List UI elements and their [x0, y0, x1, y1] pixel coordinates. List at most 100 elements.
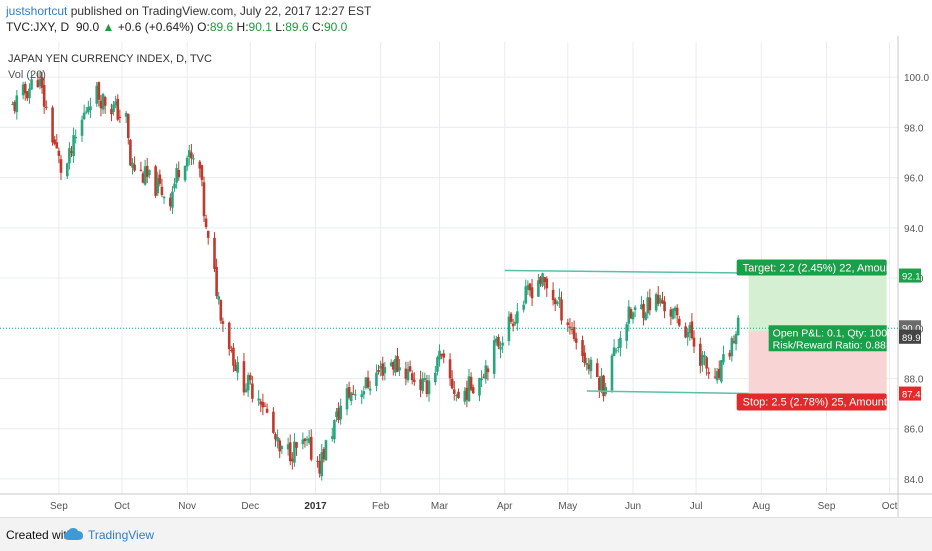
candle-body	[707, 372, 711, 374]
candle-body	[200, 165, 204, 180]
candle-body	[581, 340, 584, 356]
candle-body	[619, 337, 622, 348]
candle-body	[318, 460, 321, 474]
target-price-badge: 92.1	[902, 272, 921, 283]
time-tick-label: Nov	[178, 501, 196, 512]
candle-body	[185, 157, 189, 167]
candle-body	[129, 139, 132, 166]
candle-body	[335, 411, 338, 418]
price-tick-label: 86.0	[904, 425, 924, 436]
candle-body	[272, 411, 275, 433]
candle-body	[663, 301, 666, 312]
candle-body	[246, 375, 250, 391]
candle-body	[72, 135, 75, 157]
candle-body	[612, 347, 616, 356]
candle-body	[558, 296, 561, 300]
candle-body	[261, 401, 265, 408]
candle-body	[434, 372, 437, 383]
pnl-text: Open P&L: 0.1, Qty: 100	[773, 327, 888, 339]
candle-body	[324, 440, 328, 461]
candle-body	[408, 366, 412, 371]
volume-indicator-label: Vol (20)	[8, 69, 46, 81]
candle-body	[154, 166, 157, 196]
time-tick-label: Mar	[431, 501, 449, 512]
candle-body	[23, 83, 27, 94]
candle-body	[396, 355, 399, 372]
candle-body	[190, 152, 193, 159]
candle-body	[377, 370, 380, 373]
candle-body	[699, 343, 702, 366]
ohlc-line: TVC:JXY, D 90.0 ▲ +0.6 (+0.64%) O:89.6 H…	[6, 20, 347, 34]
publish-line: justshortcut published on TradingView.co…	[6, 4, 371, 18]
candle-body	[175, 168, 178, 183]
candle-body	[701, 354, 704, 365]
candle-body	[703, 355, 706, 358]
open-value: 89.6	[209, 20, 234, 34]
candle-body	[221, 321, 225, 324]
candle-body	[705, 357, 708, 369]
candle-body	[187, 150, 191, 158]
candle-body	[259, 401, 263, 405]
candle-body	[141, 173, 145, 183]
high-value: 90.1	[248, 20, 272, 34]
candle-body	[156, 178, 160, 194]
candle-body	[227, 322, 231, 350]
candle-body	[570, 328, 574, 330]
candle-body	[206, 230, 210, 238]
candle-body	[659, 298, 662, 304]
candle-body	[530, 287, 534, 299]
candle-body	[677, 318, 681, 326]
price-tick-label: 96.0	[904, 174, 924, 185]
candle-body	[423, 377, 427, 380]
candle-body	[642, 303, 645, 319]
candle-body	[713, 376, 717, 378]
candle-body	[232, 347, 235, 366]
low-value: 89.6	[285, 20, 309, 34]
candle-body	[528, 283, 532, 291]
candle-body	[248, 375, 252, 380]
candle-body	[40, 77, 44, 88]
close-value: 90.0	[323, 20, 348, 34]
time-tick-label: Jul	[690, 501, 703, 512]
candle-body	[572, 327, 576, 339]
candle-body	[303, 438, 307, 442]
candle-body	[499, 346, 502, 350]
tradingview-brand[interactable]: TradingView	[88, 528, 155, 542]
price-chart[interactable]: Target: 2.2 (2.45%) 22, Amount Stop: 2.5 …	[0, 36, 932, 517]
time-tick-label: Dec	[241, 501, 259, 512]
candle-body	[42, 84, 46, 107]
candle-body	[213, 237, 216, 269]
time-tick-label: Oct	[882, 501, 898, 512]
candle-body	[602, 375, 605, 397]
high-label: H:	[236, 20, 249, 34]
candle-body	[511, 323, 515, 327]
candle-body	[389, 362, 393, 366]
candle-body	[452, 389, 456, 394]
candle-body	[44, 106, 48, 108]
candle-body	[177, 170, 181, 178]
candle-body	[467, 376, 471, 402]
author-link[interactable]: justshortcut	[6, 4, 68, 18]
candle-body	[631, 312, 635, 320]
candle-body	[541, 273, 544, 286]
candle-body	[686, 332, 689, 338]
candle-body	[143, 166, 147, 185]
candle-body	[516, 311, 519, 324]
candle-body	[568, 326, 572, 328]
candle-body	[251, 383, 254, 399]
candle-body	[648, 297, 652, 311]
candle-body	[610, 355, 614, 391]
candle-body	[349, 392, 353, 401]
candle-body	[244, 389, 248, 393]
candle-body	[366, 377, 370, 388]
candle-body	[421, 378, 425, 392]
candle-body	[482, 376, 486, 378]
chart-header: justshortcut published on TradingView.co…	[0, 0, 932, 36]
candle-body	[589, 359, 593, 372]
candle-body	[118, 116, 122, 118]
candle-body	[524, 286, 528, 304]
candle-body	[513, 321, 517, 324]
candle-body	[436, 357, 439, 372]
stop-label-text: Stop: 2.5 (2.78%) 25, Amount	[743, 397, 887, 409]
candle-body	[280, 446, 284, 449]
